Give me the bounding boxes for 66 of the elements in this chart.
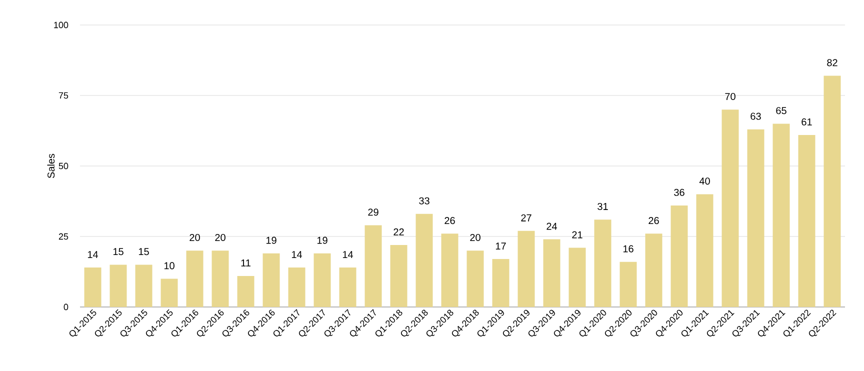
data-label: 21 — [572, 231, 582, 238]
bar — [543, 239, 560, 307]
bar — [237, 276, 254, 307]
bar — [594, 220, 612, 307]
y-tick-label: 25 — [58, 233, 68, 240]
bar — [186, 250, 204, 307]
data-label: 10 — [164, 262, 174, 270]
bar — [314, 253, 331, 307]
bar — [518, 230, 535, 307]
bar — [798, 134, 816, 307]
data-label: 33 — [419, 197, 430, 204]
bar — [416, 214, 433, 307]
data-label: 22 — [394, 228, 404, 236]
bar — [722, 110, 739, 307]
bar — [110, 264, 127, 307]
data-label: 14 — [88, 251, 98, 258]
data-label: 61 — [802, 118, 812, 126]
data-label: 36 — [674, 188, 684, 196]
data-label: 20 — [190, 234, 200, 242]
data-label: 17 — [496, 242, 506, 250]
data-label: 82 — [827, 59, 838, 66]
data-label: 63 — [750, 112, 761, 120]
y-tick-label: 100 — [54, 22, 68, 28]
data-label: 19 — [317, 236, 328, 244]
data-label: 11 — [241, 260, 250, 266]
data-label: 20 — [215, 234, 226, 242]
y-tick-label: 75 — [58, 92, 68, 99]
bar — [824, 76, 841, 307]
bar — [620, 262, 637, 307]
data-label: 70 — [725, 92, 736, 100]
bar — [568, 248, 586, 307]
bar — [670, 205, 688, 307]
bar — [212, 250, 229, 307]
data-label: 19 — [266, 236, 276, 244]
bar — [492, 259, 510, 307]
data-label: 15 — [138, 248, 149, 256]
bar — [135, 264, 152, 307]
data-label: 14 — [292, 251, 302, 258]
bar — [160, 278, 178, 307]
bar — [645, 234, 662, 307]
data-label: 26 — [648, 217, 659, 224]
bar — [262, 253, 280, 307]
data-label: 20 — [470, 234, 480, 242]
bar — [364, 225, 382, 307]
bar — [747, 129, 764, 307]
y-axis-title: Sales — [47, 154, 55, 178]
data-label: 65 — [776, 107, 786, 114]
y-tick-label: 50 — [58, 162, 68, 170]
bar — [696, 194, 714, 307]
bar — [466, 250, 484, 307]
bar — [288, 268, 306, 307]
data-label: 27 — [521, 214, 532, 222]
data-label: 16 — [623, 245, 634, 252]
data-label: 15 — [113, 248, 124, 256]
data-label: 24 — [546, 222, 558, 230]
bar — [441, 234, 458, 307]
bar — [772, 124, 790, 307]
data-label: 14 — [342, 251, 354, 258]
data-label: 40 — [699, 178, 710, 185]
data-label: 31 — [598, 202, 608, 210]
data-label: 26 — [444, 217, 455, 224]
data-label: 29 — [368, 208, 378, 216]
bar — [390, 244, 408, 307]
y-tick-label: 0 — [64, 304, 68, 310]
bar — [339, 268, 356, 307]
bar — [84, 268, 102, 307]
